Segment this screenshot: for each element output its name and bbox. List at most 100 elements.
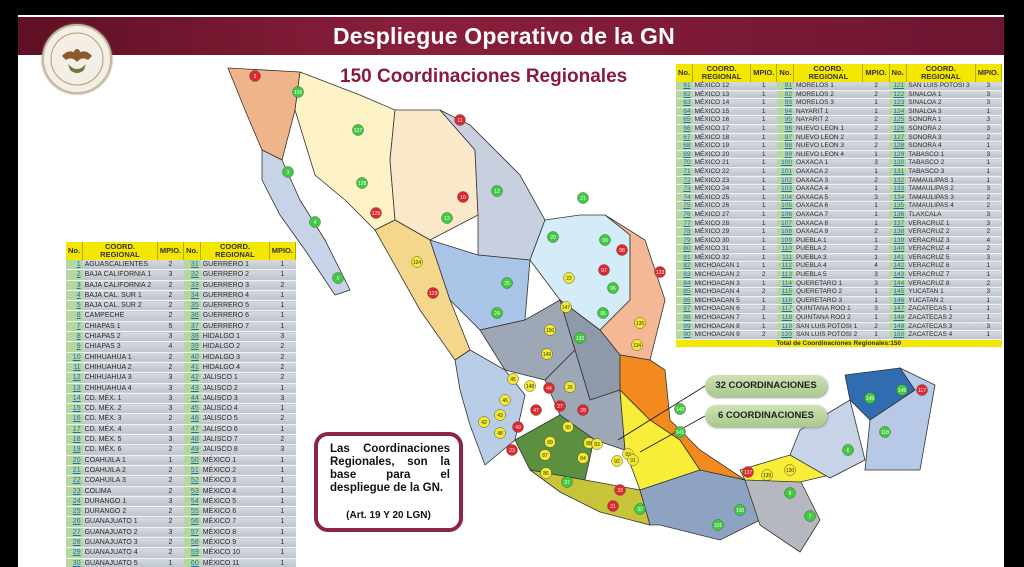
row-number: 71 — [676, 167, 693, 177]
row-number: 117 — [776, 304, 794, 315]
mpio-count: 2 — [975, 227, 1002, 237]
region-campeche — [789, 399, 866, 479]
callout-arrow — [639, 415, 706, 453]
row-number: 25 — [66, 506, 83, 518]
col-header-mpio: MPIO. — [157, 242, 185, 260]
mpio-count: 2 — [269, 372, 296, 384]
coord-name: JALISCO 5 — [200, 413, 270, 425]
row-number: 146 — [889, 296, 907, 306]
coordination-marker-green: 8 — [784, 487, 796, 499]
coord-name: MÉXICO 11 — [200, 558, 270, 567]
mpio-count: 3 — [975, 219, 1002, 229]
mpio-count: 1 — [269, 269, 296, 281]
mpio-count: 2 — [157, 516, 184, 528]
coord-name: GUERRERO 5 — [200, 300, 270, 312]
coord-name: HIDALGO 3 — [200, 352, 270, 363]
mpio-count: 1 — [269, 455, 296, 466]
coord-name: QUERETARO 1 — [793, 279, 863, 289]
marker-label: 139 — [763, 473, 772, 479]
col-header-no: No. — [776, 64, 795, 82]
mpio-count: 1 — [269, 506, 296, 518]
row-number: 100 — [776, 158, 794, 168]
marker-label: 37 — [564, 480, 570, 486]
coord-name: NUEVO LEON 2 — [793, 133, 863, 143]
col-header-coord: COORD. REGIONAL — [793, 64, 864, 82]
row-number: 43 — [183, 383, 201, 394]
row-number: 1 — [66, 260, 83, 271]
coord-name: ZACATECAS 4 — [906, 330, 976, 340]
mpio-count: 1 — [269, 260, 296, 271]
header-bar: Despliegue Operativo de la GN — [18, 17, 1004, 55]
marker-label: 101 — [714, 523, 723, 529]
row-number: 141 — [889, 253, 907, 263]
marker-label: 148 — [526, 384, 535, 390]
row-number: 49 — [183, 444, 201, 456]
row-number: 75 — [676, 201, 693, 211]
marker-label: 49 — [515, 425, 521, 431]
guardia-nacional-logo — [42, 24, 112, 94]
info-text: Las Coordinaciones Regionales, son la ba… — [330, 443, 450, 494]
coord-name: SAN LUIS POTOSI 3 — [906, 82, 976, 91]
mpio-count: 1 — [269, 310, 296, 322]
marker-label: 99 — [602, 238, 608, 244]
row-number: 120 — [776, 330, 794, 340]
mpio-count: 1 — [269, 516, 296, 528]
coordination-marker-yellow: 91 — [627, 454, 639, 466]
table-row: 85 MICHOACAN 4 2 115 QUERETARO 2 1 145 YUCATAN … — [676, 287, 1002, 297]
coordination-marker-green: 120 — [574, 332, 586, 344]
coord-name: VERACRUZ 1 — [906, 219, 976, 229]
coord-name: GUERRERO 2 — [200, 269, 270, 281]
marker-label: 145 — [866, 396, 875, 402]
marker-label: 118 — [881, 430, 889, 436]
mpio-count: 1 — [862, 330, 890, 340]
row-number: 131 — [889, 167, 907, 177]
mpio-count: 1 — [750, 296, 777, 306]
mpio-count: 1 — [975, 296, 1002, 306]
coordinations-table-left: No. COORD. REGIONAL MPIO. No. COORD. REG… — [66, 242, 297, 567]
coord-name: MÉXICO 12 — [692, 82, 751, 91]
row-number: 129 — [889, 150, 907, 160]
row-number: 12 — [66, 372, 83, 384]
mpio-count: 1 — [269, 290, 296, 302]
row-number: 65 — [676, 115, 693, 125]
marker-label: 96 — [610, 286, 616, 292]
coordination-marker-green: 24 — [491, 307, 503, 319]
coordination-marker-red: 49 — [512, 421, 524, 433]
row-number: 98 — [776, 141, 794, 151]
coordination-marker-yellow: 42 — [478, 416, 490, 428]
mpio-count: 2 — [157, 506, 184, 518]
coord-name: JALISCO 4 — [200, 403, 270, 415]
mpio-count: 1 — [862, 296, 890, 306]
row-number: 124 — [889, 107, 907, 117]
legal-reference: (Art. 19 Y 20 LGN) — [346, 510, 431, 521]
row-number: 22 — [66, 475, 83, 487]
marker-label: 45 — [510, 377, 516, 383]
row-number: 123 — [889, 98, 907, 108]
mpio-count: 2 — [269, 362, 296, 374]
coord-name: CHIAPAS 2 — [82, 331, 158, 343]
marker-label: 134 — [633, 343, 642, 349]
coord-name: SAN LUIS POTOSI 2 — [793, 330, 863, 340]
marker-label: 31 — [610, 504, 616, 510]
coord-name: BAJA CALIFORNIA 1 — [82, 269, 158, 281]
marker-label: 125 — [372, 211, 381, 217]
mpio-count: 1 — [862, 210, 890, 220]
coordination-marker-red: 137 — [742, 466, 754, 478]
coordination-marker-red: 98 — [616, 244, 628, 256]
coord-name: QUERETARO 3 — [793, 296, 863, 306]
row-number: 145 — [889, 287, 907, 297]
mpio-count: 2 — [157, 260, 184, 271]
coord-name: CHIAPAS 1 — [82, 321, 158, 333]
row-number: 80 — [676, 244, 693, 254]
table-row: 76 MÉXICO 27 1 106 OAXACA 7 1 136 TLAXCALA 3 — [676, 210, 1002, 220]
mpio-count: 3 — [975, 90, 1002, 100]
marker-label: 42 — [481, 420, 487, 426]
row-number: 103 — [776, 184, 794, 194]
coordination-marker-red: 123 — [427, 287, 439, 299]
row-number: 20 — [66, 455, 83, 466]
